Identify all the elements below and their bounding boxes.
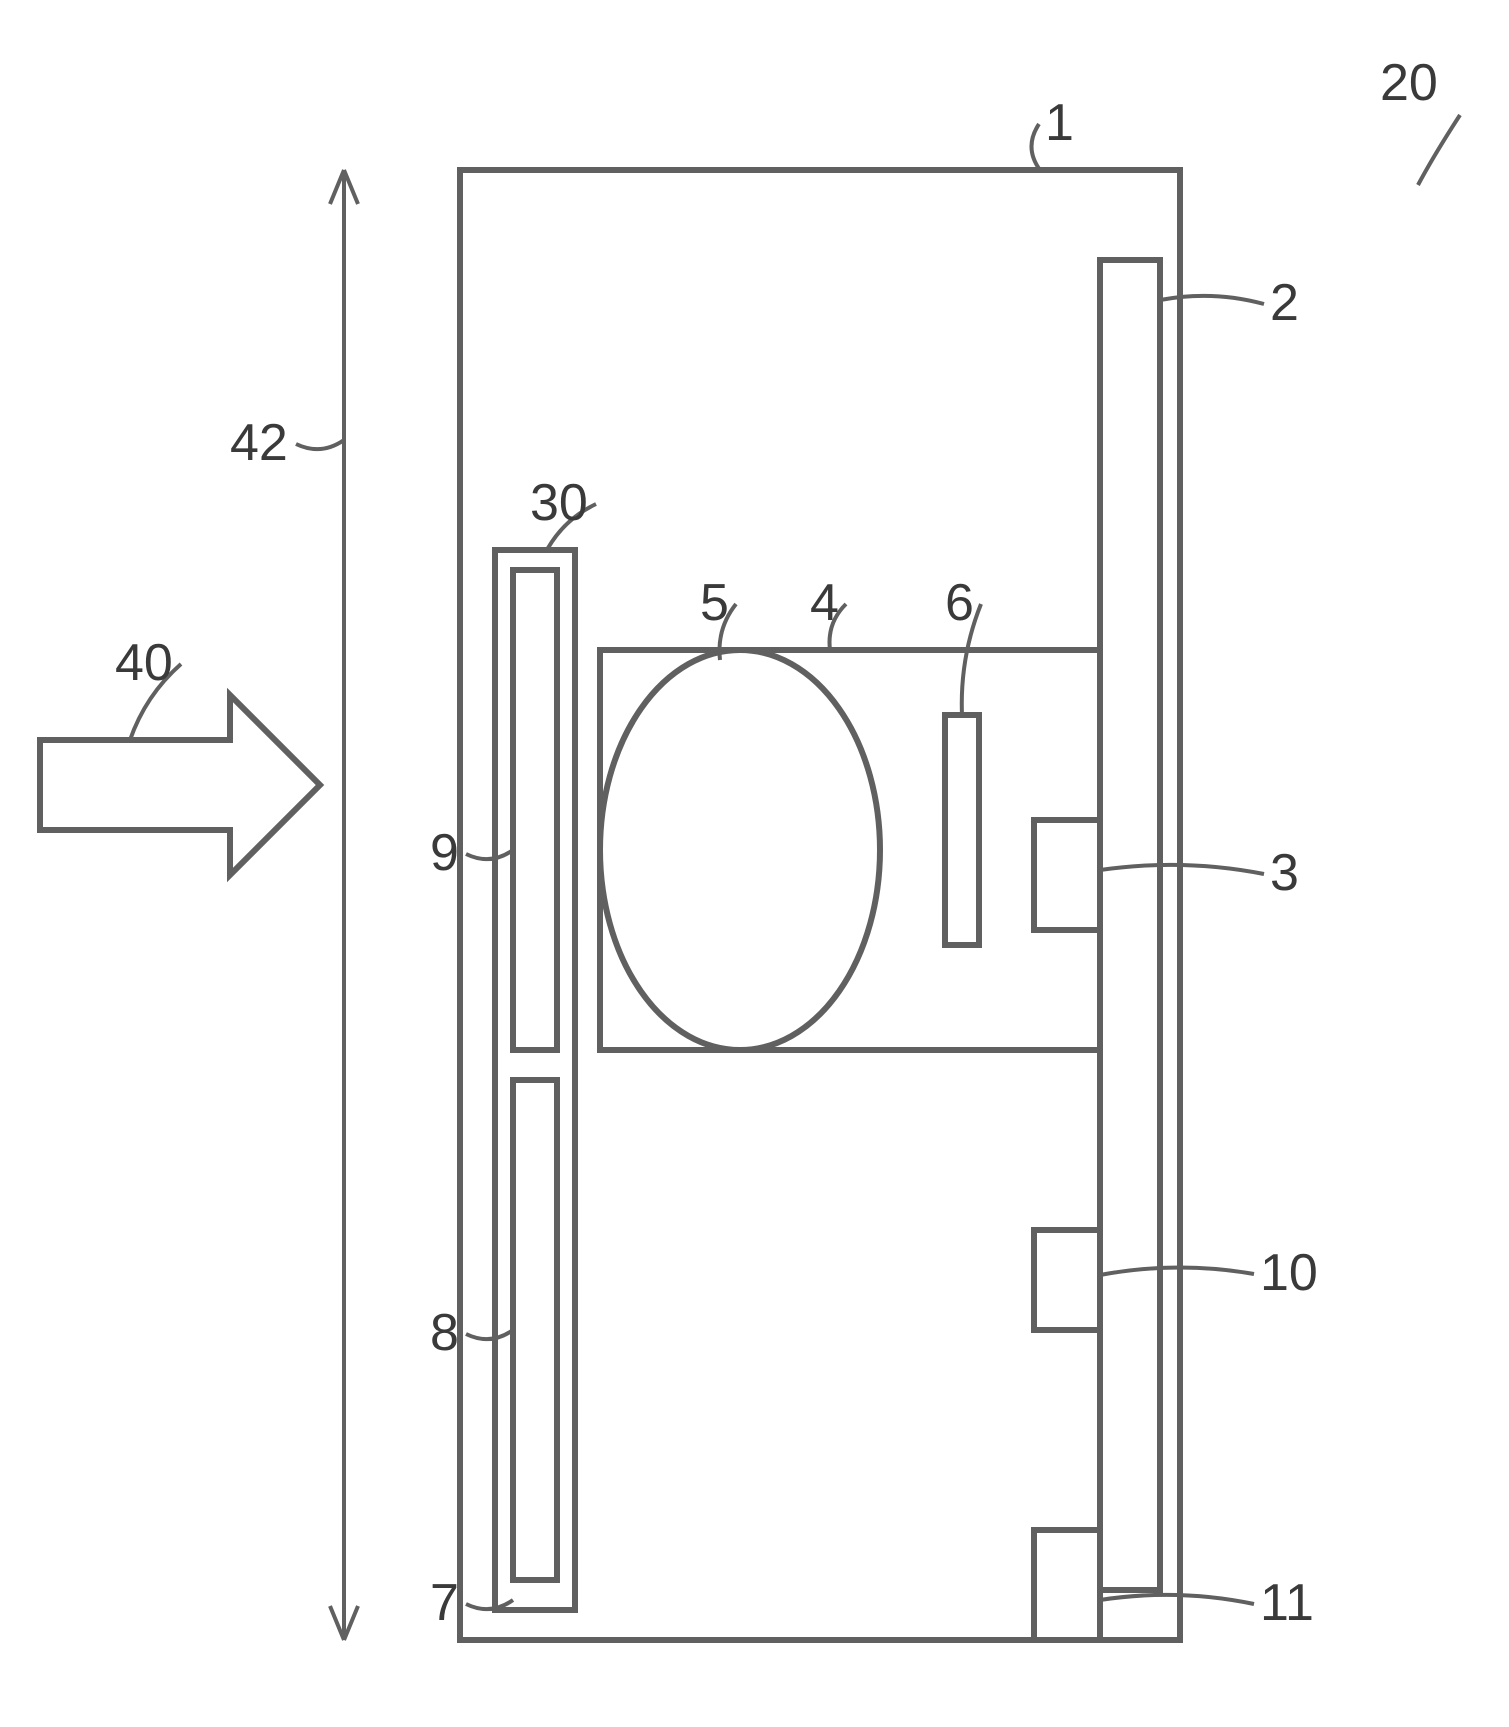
leader-c42	[296, 440, 344, 449]
slot-9	[513, 570, 557, 1050]
label-2: 2	[1270, 274, 1299, 332]
label-9: 9	[430, 824, 459, 882]
diagram-canvas: 40 42 20 1 2 30 5 4 6 9 3 8 7 10 11	[0, 0, 1509, 1727]
label-30: 30	[530, 474, 588, 532]
label-20: 20	[1380, 54, 1438, 112]
block-3	[1034, 820, 1100, 930]
label-8: 8	[430, 1304, 459, 1362]
label-40: 40	[115, 634, 173, 692]
block-10	[1034, 1230, 1100, 1330]
leader-c1	[1031, 124, 1040, 170]
slot-8	[513, 1080, 557, 1580]
arrow-40	[40, 695, 320, 875]
leader-c2	[1160, 296, 1264, 304]
label-7: 7	[430, 1574, 459, 1632]
label-5: 5	[700, 574, 729, 632]
label-4: 4	[810, 574, 839, 632]
label-1: 1	[1045, 94, 1074, 152]
label-10: 10	[1260, 1244, 1318, 1302]
label-11: 11	[1260, 1574, 1314, 1632]
label-6: 6	[945, 574, 974, 632]
bar-6	[945, 715, 979, 945]
ellipse-5	[600, 650, 880, 1050]
module-4	[600, 650, 1100, 1050]
block-11	[1034, 1530, 1100, 1640]
leader-c9	[466, 850, 513, 859]
leader-c8	[466, 1330, 513, 1339]
housing-1	[460, 170, 1180, 1640]
hook-20	[1418, 115, 1460, 185]
label-42: 42	[230, 414, 288, 472]
label-3: 3	[1270, 844, 1299, 902]
board-2	[1100, 260, 1160, 1590]
